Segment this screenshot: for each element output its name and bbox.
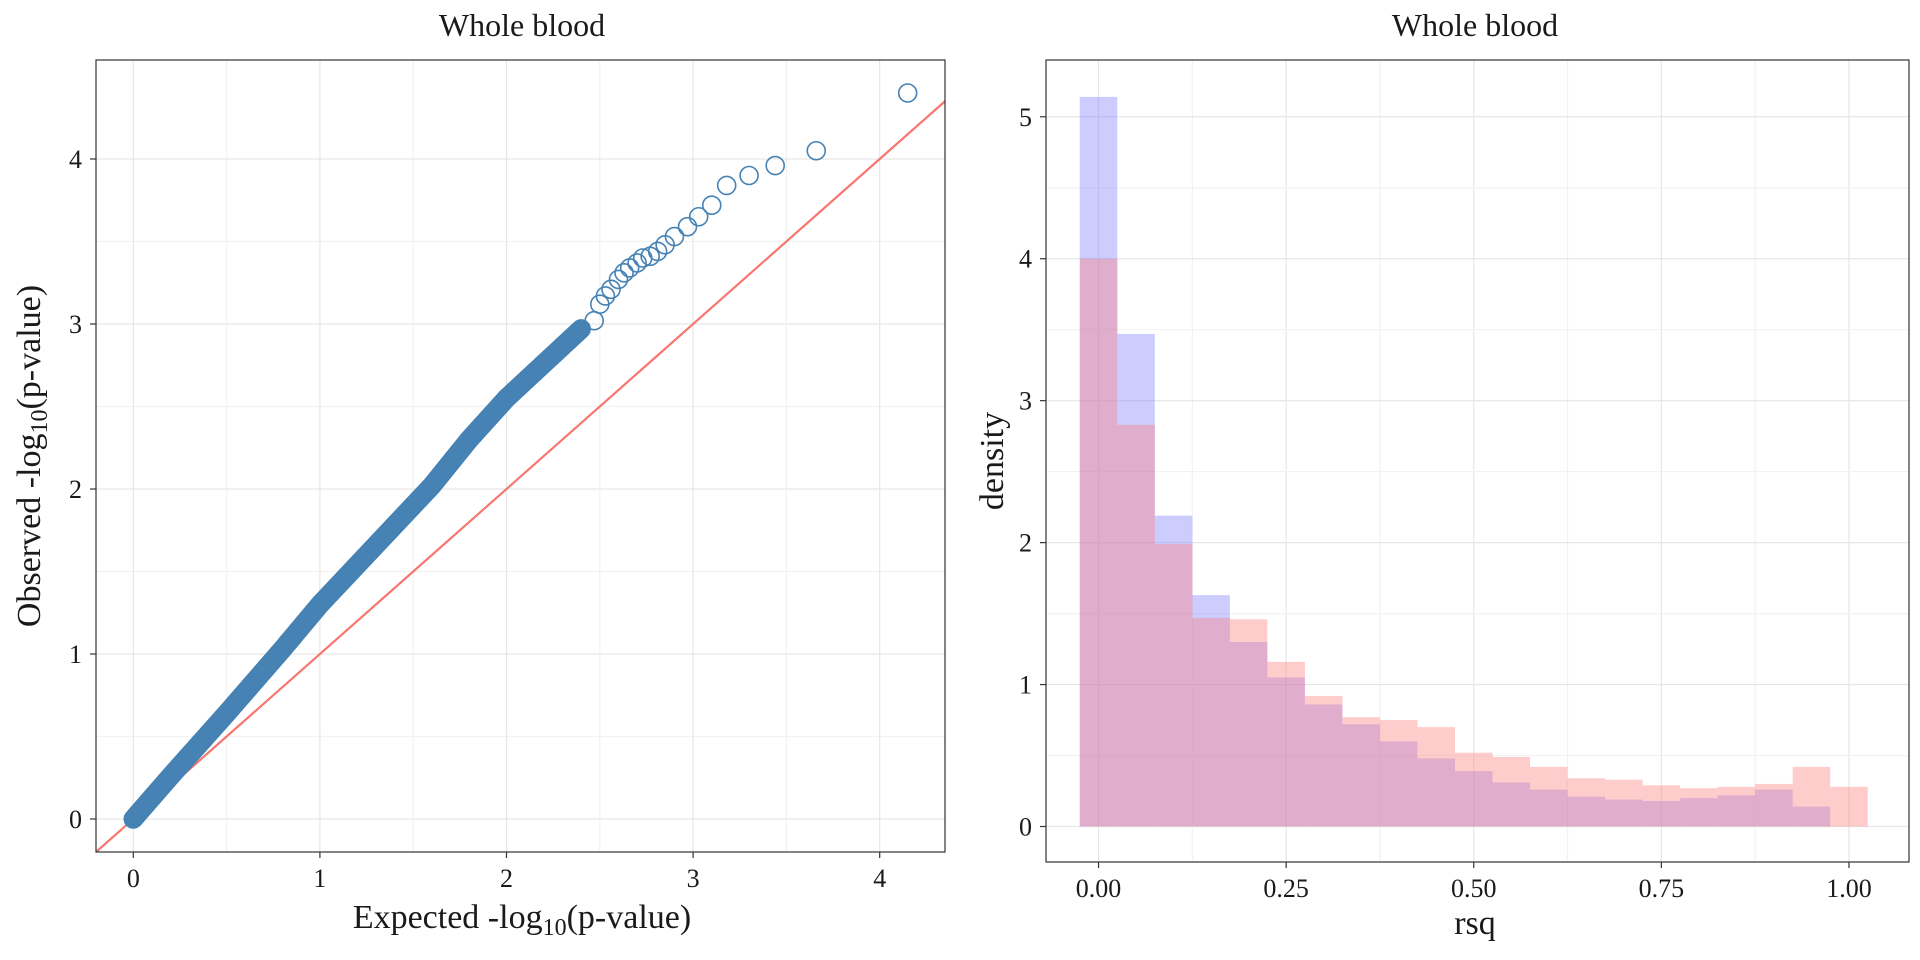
hist-bar-series-2: [1567, 778, 1606, 827]
qq-point: [688, 206, 709, 227]
hist-x-tick-label: 0.00: [1076, 874, 1122, 903]
hist-bar-series-2: [1454, 752, 1493, 827]
hist-bar-series-1: [1342, 724, 1380, 827]
hist-plot-border: [1045, 59, 1910, 863]
qq-point: [627, 253, 647, 273]
hist-bar-series-1: [1154, 515, 1193, 827]
hist-bar-series-1: [1117, 333, 1155, 827]
hist-bar-series-1: [1680, 798, 1718, 827]
hist-bar-series-1: [1492, 782, 1531, 827]
hist-bar-series-1: [1792, 806, 1831, 827]
hist-y-tick-label: 2: [1019, 529, 1032, 558]
qq-y-tick-label: 2: [69, 475, 82, 504]
hist-bar-series-2: [1267, 661, 1305, 827]
hist-bar-series-1: [1567, 796, 1606, 827]
hist-bar-series-2: [1605, 779, 1643, 827]
hist-bar-series-2: [1229, 619, 1268, 827]
hist-bar-series-1: [1530, 789, 1568, 827]
hist-y-axis-label: density: [974, 412, 1011, 510]
qq-x-ticks: 0 1 2 3 4: [127, 852, 886, 893]
hist-bar-series-1: [1304, 704, 1343, 827]
qq-point: [677, 216, 698, 237]
qq-point: [614, 263, 634, 283]
hist-bar-series-2: [1154, 544, 1193, 827]
qq-title: Whole blood: [439, 7, 605, 43]
hist-bar-series-1: [1192, 595, 1230, 827]
hist-x-ticks: 0.00 0.25 0.50 0.75 1.00: [1076, 862, 1872, 903]
hist-panel: Whole blood 0.00 0.25 0.50 0.75 1.00 012345 …: [974, 7, 1910, 942]
qq-y-tick-label: 0: [69, 805, 82, 834]
hist-bar-series-2: [1830, 786, 1868, 827]
hist-y-tick-label: 3: [1019, 387, 1032, 416]
qq-y-tick-label: 1: [69, 640, 82, 669]
qq-point: [595, 286, 616, 306]
qq-reference-line: [95, 100, 946, 853]
qq-x-axis-label: Expected -log10(p-value): [353, 899, 691, 941]
qq-point: [716, 175, 737, 196]
qq-x-tick-label: 4: [873, 864, 886, 893]
hist-bar-series-2: [1680, 788, 1718, 827]
qq-point: [739, 165, 759, 186]
qq-plot-border: [95, 59, 946, 853]
hist-bar-series-2: [1417, 727, 1455, 827]
hist-bar-series-2: [1492, 756, 1531, 827]
qq-grid: [96, 60, 945, 852]
hist-bars: [1079, 96, 1868, 827]
hist-bar-series-2: [1717, 786, 1756, 827]
qq-point: [897, 83, 918, 103]
qq-reference-line-segment: [95, 100, 946, 853]
hist-bar-series-2: [1192, 617, 1230, 827]
qq-y-axis-label: Observed -log10(p-value): [11, 285, 53, 627]
hist-bar-series-1: [1717, 795, 1756, 827]
qq-point: [765, 155, 786, 176]
hist-x-tick-label: 0.50: [1451, 874, 1497, 903]
hist-bar-series-1: [1454, 771, 1493, 827]
hist-bar-series-2: [1342, 717, 1380, 827]
hist-bar-series-1: [1079, 96, 1118, 827]
qq-point: [584, 310, 605, 331]
hist-y-ticks: 0 1 2 3 4 5: [1019, 103, 1046, 842]
qq-y-ticks: 0 1 2 3 4: [69, 145, 96, 834]
hist-bar-series-1: [1755, 789, 1793, 827]
hist-y-tick-label: 1: [1019, 671, 1032, 700]
hist-bar-series-2: [1379, 720, 1418, 827]
hist-title: Whole blood: [1392, 7, 1558, 43]
qq-point: [806, 140, 827, 161]
qq-point: [608, 269, 629, 290]
qq-point: [601, 279, 621, 300]
qq-point: [701, 195, 722, 215]
qq-x-tick-label: 0: [127, 864, 140, 893]
qq-panel: Whole blood 0 1 2 3 4 0 1 2 3 4 Expected -log10(…: [11, 7, 946, 941]
hist-x-tick-label: 1.00: [1826, 874, 1872, 903]
qq-x-tick-label: 3: [687, 864, 700, 893]
qq-point: [647, 241, 668, 262]
hist-bar-series-2: [1530, 766, 1568, 827]
hist-bar-series-1: [1642, 800, 1681, 827]
qq-x-tick-label: 2: [500, 864, 513, 893]
hist-x-tick-label: 0.75: [1639, 874, 1685, 903]
hist-bar-series-1: [1229, 641, 1268, 827]
hist-bar-series-2: [1792, 766, 1831, 827]
hist-y-tick-label: 0: [1019, 813, 1032, 842]
hist-bar-series-2: [1117, 424, 1155, 827]
hist-bar-series-1: [1379, 741, 1418, 827]
hist-bar-series-2: [1642, 785, 1681, 827]
hist-x-axis-label: rsq: [1454, 905, 1496, 942]
hist-bar-series-1: [1417, 758, 1455, 827]
hist-bar-series-1: [1605, 799, 1643, 827]
qq-y-tick-label: 3: [69, 310, 82, 339]
hist-grid: [1046, 60, 1909, 862]
hist-y-tick-label: 5: [1019, 103, 1032, 132]
hist-bar-series-1: [1267, 677, 1305, 827]
hist-x-tick-label: 0.25: [1263, 874, 1309, 903]
hist-bar-series-2: [1755, 783, 1793, 827]
hist-y-tick-label: 4: [1019, 245, 1032, 274]
qq-point: [664, 226, 685, 247]
hist-bar-series-2: [1079, 258, 1118, 827]
qq-y-tick-label: 4: [69, 145, 82, 174]
hist-bar-series-2: [1304, 695, 1343, 827]
qq-x-tick-label: 1: [313, 864, 326, 893]
qq-points: [123, 83, 918, 829]
